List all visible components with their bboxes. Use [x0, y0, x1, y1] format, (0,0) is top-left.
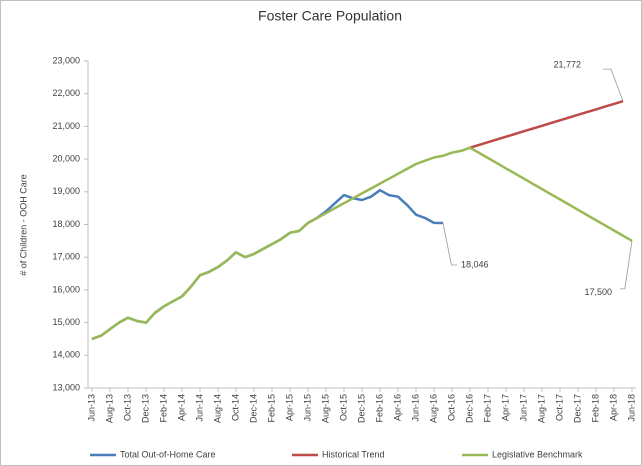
y-tick-label: 16,000: [52, 284, 80, 294]
x-tick-label: Aug-15: [320, 394, 330, 423]
x-tick-label: Oct-15: [338, 394, 348, 421]
y-tick-label: 19,000: [52, 186, 80, 196]
x-tick-label: Feb-16: [374, 394, 384, 423]
data-label: 21,772: [553, 60, 581, 70]
x-tick-label: Feb-18: [590, 394, 600, 423]
chart-title: Foster Care Population: [258, 8, 402, 24]
legend-label: Legislative Benchmark: [492, 449, 583, 459]
x-tick-label: Aug-14: [212, 394, 222, 423]
x-tick-label: Oct-17: [554, 394, 564, 421]
x-tick-label: Jun-13: [86, 394, 96, 422]
y-tick-label: 23,000: [52, 55, 80, 65]
x-tick-label: Aug-13: [104, 394, 114, 423]
x-tick-label: Oct-14: [230, 394, 240, 421]
y-tick-label: 18,000: [52, 219, 80, 229]
y-tick-label: 17,000: [52, 252, 80, 262]
x-tick-label: Jun-16: [410, 394, 420, 422]
y-tick-label: 15,000: [52, 317, 80, 327]
x-tick-label: Jun-18: [626, 394, 636, 422]
y-axis-label: # of Children - OOH Care: [18, 174, 28, 276]
x-tick-label: Dec-15: [356, 394, 366, 423]
x-tick-label: Dec-13: [140, 394, 150, 423]
y-tick-label: 22,000: [52, 88, 80, 98]
y-tick-label: 21,000: [52, 121, 80, 131]
x-tick-label: Apr-17: [500, 394, 510, 421]
leader-line: [620, 240, 633, 290]
y-tick-label: 14,000: [52, 350, 80, 360]
x-tick-label: Oct-16: [446, 394, 456, 421]
series-line: [91, 146, 633, 341]
x-tick-label: Feb-17: [482, 394, 492, 423]
x-tick-label: Dec-17: [572, 394, 582, 423]
x-tick-label: Feb-15: [266, 394, 276, 423]
x-tick-label: Apr-18: [608, 394, 618, 421]
x-tick-label: Aug-16: [428, 394, 438, 423]
x-tick-label: Dec-14: [248, 394, 258, 423]
legend-label: Total Out-of-Home Care: [120, 449, 216, 459]
leader-line: [603, 68, 624, 102]
x-tick-label: Jun-17: [518, 394, 528, 422]
x-tick-label: Jun-15: [302, 394, 312, 422]
y-tick-label: 20,000: [52, 153, 80, 163]
data-label: 17,500: [584, 287, 612, 297]
x-tick-label: Jun-14: [194, 394, 204, 422]
leader-line: [442, 222, 457, 266]
x-tick-label: Aug-17: [536, 394, 546, 423]
x-tick-label: Feb-14: [158, 394, 168, 423]
legend-label: Historical Trend: [322, 449, 385, 459]
x-tick-label: Apr-15: [284, 394, 294, 421]
x-tick-label: Apr-14: [176, 394, 186, 421]
y-tick-label: 13,000: [52, 382, 80, 392]
x-tick-label: Apr-16: [392, 394, 402, 421]
data-label: 18,046: [461, 259, 489, 269]
series-line: [469, 100, 624, 149]
x-tick-label: Oct-13: [122, 394, 132, 421]
x-tick-label: Dec-16: [464, 394, 474, 423]
